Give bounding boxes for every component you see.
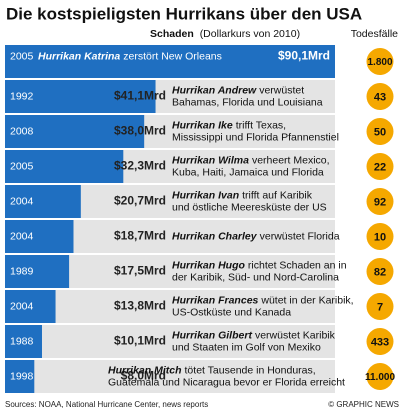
row-background xyxy=(5,360,335,393)
bar xyxy=(5,290,56,323)
note-text: zerstört New Orleans xyxy=(123,50,222,62)
year-label: 2005 xyxy=(10,50,34,62)
note-line: der Karibik, Süd- und Nord-Carolina xyxy=(172,271,339,283)
note-text: verheert Mexico, xyxy=(252,154,330,166)
note-text: richtet Schaden an in xyxy=(248,259,347,271)
deaths-label: 82 xyxy=(374,266,386,278)
row-background xyxy=(5,290,335,323)
note-line: US-Ostküste und Kanada xyxy=(172,306,291,318)
bar xyxy=(5,80,156,113)
hurricane-name: Hurrikan Katrina xyxy=(38,50,120,62)
deaths-label: 43 xyxy=(374,91,386,103)
deaths-marker xyxy=(366,83,394,110)
value-label: $38,0Mrd xyxy=(114,124,166,138)
row-background xyxy=(5,325,335,358)
year-label: 2004 xyxy=(10,195,34,207)
note-line: Hurrikan Frances wütet in der Karibik, xyxy=(172,294,354,306)
chart-title: Die kostspieligsten Hurrikans über den U… xyxy=(6,4,362,23)
note-line: und Staaten im Golf von Mexiko xyxy=(172,341,321,353)
note-line: Hurrikan Hugo richtet Schaden an in xyxy=(172,259,347,271)
bar xyxy=(5,220,74,253)
note-line: Hurrikan Wilma verheert Mexico, xyxy=(172,154,330,166)
note-text: verwüstet xyxy=(259,84,304,96)
deaths-label: 7 xyxy=(377,301,383,313)
value-header: Schaden (Dollarkurs von 2010) xyxy=(150,28,300,40)
deaths-label: 50 xyxy=(374,126,386,138)
note-line: Hurrikan Gilbert verwüstet Karibik xyxy=(172,329,336,341)
deaths-marker xyxy=(366,258,394,285)
hurricane-name: Hurrikan Mitch xyxy=(108,364,182,376)
note-text: wütet in der Karibik, xyxy=(260,294,353,306)
deaths-title: Todesfälle xyxy=(351,28,398,40)
value-label: $17,5Mrd xyxy=(114,264,166,278)
deaths-marker xyxy=(366,48,394,75)
year-label: 2008 xyxy=(10,125,34,137)
deaths-marker xyxy=(366,153,394,180)
value-label: $18,7Mrd xyxy=(114,229,166,243)
year-label: 2004 xyxy=(10,230,34,242)
deaths-marker xyxy=(366,363,394,390)
note-text: trifft auf Karibik xyxy=(242,189,313,201)
note-text: trifft Texas, xyxy=(236,119,286,131)
value-label: $10,1Mrd xyxy=(114,334,166,348)
value-label: $32,3Mrd xyxy=(114,159,166,173)
year-label: 1989 xyxy=(10,265,34,277)
note-text: tötet Tausende in Honduras, xyxy=(185,364,316,376)
deaths-marker xyxy=(366,223,394,250)
note-line: Kuba, Haiti, Jamaica und Florida xyxy=(172,166,324,178)
hurricane-name: Hurrikan Ike xyxy=(172,119,233,131)
note-line: Mississippi und Florida Pfannenstiel xyxy=(172,131,339,143)
year-label: 1988 xyxy=(10,335,34,347)
deaths-label: 10 xyxy=(374,231,386,243)
year-label: 2005 xyxy=(10,160,34,172)
note-line: Guatemala und Nicaragua bevor er Florida… xyxy=(108,376,345,388)
deaths-marker xyxy=(366,188,394,215)
note-line: Hurrikan Ivan trifft auf Karibik xyxy=(172,189,313,201)
hurricane-name: Hurrikan Gilbert xyxy=(172,329,252,341)
note-line: Hurrikan Katrina zerstört New Orleans xyxy=(38,50,222,62)
note-text: verwüstet Karibik xyxy=(255,329,336,341)
deaths-marker xyxy=(366,118,394,145)
bar xyxy=(5,45,335,78)
note-line: Bahamas, Florida und Louisiana xyxy=(172,96,323,108)
hurricane-name: Hurrikan Frances xyxy=(172,294,259,306)
deaths-marker xyxy=(366,293,394,320)
hurricane-name: Hurrikan Ivan xyxy=(172,189,239,201)
deaths-label: 11.000 xyxy=(365,372,395,383)
value-label: $90,1Mrd xyxy=(278,49,330,63)
year-label: 1992 xyxy=(10,90,34,102)
value-note: (Dollarkurs von 2010) xyxy=(200,28,300,40)
year-label: 2004 xyxy=(10,300,34,312)
bar xyxy=(5,185,81,218)
value-label: $8,0Mrd xyxy=(121,369,166,383)
hurricane-name: Hurrikan Hugo xyxy=(172,259,246,271)
bar xyxy=(5,255,70,288)
note-line: Hurrikan Andrew verwüstet xyxy=(172,84,304,96)
year-label: 1998 xyxy=(10,370,34,382)
note-text: verwüstet Florida xyxy=(260,230,340,242)
value-label: $41,1Mrd xyxy=(114,89,166,103)
deaths-label: 1.800 xyxy=(367,57,392,68)
bar xyxy=(5,150,124,183)
value-label: $13,8Mrd xyxy=(114,299,166,313)
note-line: und östliche Meeresküste der US xyxy=(172,201,327,213)
deaths-marker xyxy=(366,328,394,355)
credit: © GRAPHIC NEWS xyxy=(328,400,399,409)
deaths-label: 22 xyxy=(374,161,386,173)
hurricane-name: Hurrikan Andrew xyxy=(172,84,257,96)
source: Sources: NOAA, National Hurricane Center… xyxy=(5,400,208,409)
bar xyxy=(5,360,35,393)
deaths-label: 92 xyxy=(374,196,386,208)
bar xyxy=(5,325,42,358)
note-line: Hurrikan Charley verwüstet Florida xyxy=(172,230,340,242)
hurricane-name: Hurrikan Charley xyxy=(172,230,258,242)
deaths-label: 433 xyxy=(371,336,389,348)
note-line: Hurrikan Ike trifft Texas, xyxy=(172,119,286,131)
value-label: $20,7Mrd xyxy=(114,194,166,208)
hurricane-name: Hurrikan Wilma xyxy=(172,154,249,166)
note-line: Hurrikan Mitch tötet Tausende in Honduras… xyxy=(108,364,316,376)
value-title: Schaden xyxy=(150,28,194,40)
bar xyxy=(5,115,145,148)
